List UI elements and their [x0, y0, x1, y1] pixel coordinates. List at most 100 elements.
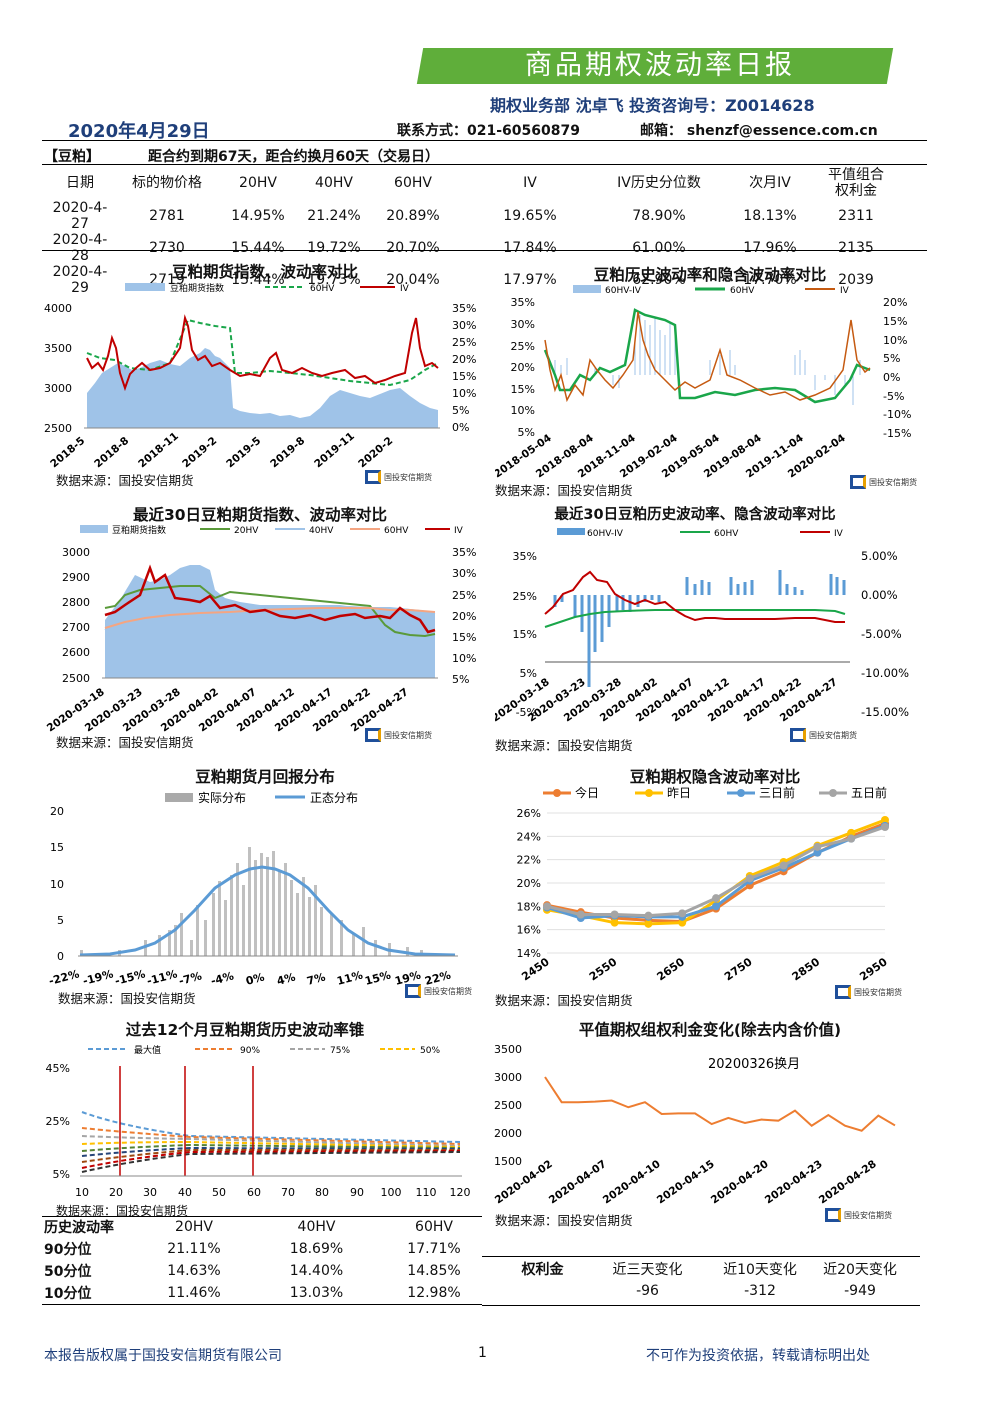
svg-text:-5%: -5% [516, 706, 537, 719]
legend-marker [645, 789, 653, 797]
svg-text:100: 100 [381, 1186, 402, 1199]
svg-text:2019-2: 2019-2 [180, 435, 219, 470]
svg-text:45%: 45% [46, 1062, 70, 1075]
y-tick-label: 24% [517, 830, 541, 843]
svg-text:25%: 25% [452, 589, 476, 602]
svg-text:2500: 2500 [44, 422, 72, 435]
y-tick-label: 26% [517, 807, 541, 820]
svg-text:60HV: 60HV [384, 526, 409, 536]
legend-marker [737, 789, 745, 797]
svg-text:-19%: -19% [81, 967, 114, 988]
svg-text:75%: 75% [330, 1046, 350, 1056]
svg-text:2700: 2700 [62, 621, 90, 634]
svg-text:3000: 3000 [44, 382, 72, 395]
series-point [745, 874, 754, 883]
series-point [813, 848, 822, 857]
series-point [610, 918, 619, 927]
chart7-title: 过去12个月豆粕期货历史波动率锥 [125, 1021, 365, 1039]
report-subtitle: 期权业务部 沈卓飞 投资咨询号：Z0014628 [490, 96, 815, 115]
svg-text:5%: 5% [452, 404, 469, 417]
svg-text:-5.00%: -5.00% [861, 627, 902, 641]
svg-text:0%: 0% [883, 371, 900, 384]
svg-text:2018-5: 2018-5 [48, 435, 87, 470]
series-point [610, 910, 619, 919]
svg-text:20%: 20% [452, 353, 476, 366]
premium-rule-bottom [482, 1305, 920, 1306]
chart1-source: 数据来源：国投安信期货 [56, 473, 194, 488]
premium-table: 权利金 近三天变化 近10天变化 近20天变化 -96 -312 -949 [500, 1258, 910, 1302]
svg-text:2000: 2000 [494, 1127, 522, 1140]
series-point [847, 834, 856, 843]
svg-text:15%: 15% [511, 383, 535, 396]
svg-text:豆粕期货指数: 豆粕期货指数 [112, 524, 166, 536]
svg-text:0%: 0% [452, 421, 469, 434]
chart2-title: 豆粕历史波动率和隐含波动率对比 [593, 266, 827, 284]
svg-text:3000: 3000 [494, 1071, 522, 1084]
table-row: 50分位 14.63% 14.40% 14.85% [44, 1263, 461, 1280]
th-20hv: 20HV [239, 175, 277, 191]
svg-text:35%: 35% [452, 302, 476, 315]
th-iv: IV [523, 175, 537, 191]
svg-text:70: 70 [281, 1186, 295, 1199]
svg-text:-4%: -4% [209, 969, 235, 988]
chart7-source: 数据来源：国投安信期货 [56, 1204, 189, 1218]
chart5-source: 数据来源：国投安信期货 [58, 991, 196, 1006]
section-tag: 【豆粕】 [44, 149, 100, 165]
svg-text:-15.00%: -15.00% [861, 705, 909, 719]
svg-text:10%: 10% [883, 334, 907, 347]
series-point [576, 910, 585, 919]
svg-text:5%: 5% [452, 673, 469, 686]
svg-text:-15%: -15% [113, 967, 146, 988]
svg-text:豆粕期货指数: 豆粕期货指数 [170, 282, 224, 294]
svg-text:60: 60 [247, 1186, 261, 1199]
svg-text:IV: IV [840, 286, 850, 296]
svg-text:15%: 15% [883, 315, 907, 328]
th-date: 日期 [66, 175, 94, 191]
svg-text:90: 90 [350, 1186, 364, 1199]
table-row: 90分位 21.11% 18.69% 17.71% [44, 1241, 461, 1258]
svg-text:40: 40 [178, 1186, 192, 1199]
series-point [678, 918, 687, 927]
th-premium: 平值组合 权利金 [828, 167, 884, 199]
svg-text:2020-04-15: 2020-04-15 [655, 1158, 717, 1206]
svg-text:11%: 11% [335, 969, 364, 988]
svg-text:15: 15 [50, 841, 64, 854]
svg-text:15%: 15% [363, 969, 392, 988]
svg-text:35%: 35% [513, 550, 537, 563]
x-tick-label: 2550 [587, 955, 620, 983]
table-rule [42, 250, 927, 251]
logo-icon: 国投安信期货 [405, 984, 472, 998]
logo-icon: 国投安信期货 [790, 728, 857, 742]
series-point [543, 902, 551, 911]
chart4-source: 数据来源：国投安信期货 [495, 738, 633, 753]
svg-text:3000: 3000 [62, 546, 90, 559]
svg-text:90%: 90% [240, 1046, 260, 1056]
svg-text:-11%: -11% [145, 967, 178, 988]
svg-text:20HV: 20HV [234, 526, 259, 536]
svg-text:1500: 1500 [494, 1155, 522, 1168]
svg-text:60HV-IV: 60HV-IV [587, 529, 624, 539]
svg-text:40HV: 40HV [309, 526, 334, 536]
th-40hv: 40HV [315, 175, 353, 191]
svg-text:10: 10 [50, 878, 64, 891]
hv-table-rule-top [42, 1216, 482, 1217]
summary-table: 日期 标的物价格 20HV 40HV 60HV IV IV历史分位数 次月IV … [44, 166, 886, 296]
th-60hv: 60HV [394, 175, 432, 191]
table-row: -96 -312 -949 [636, 1283, 876, 1299]
svg-text:2018-11: 2018-11 [136, 430, 181, 470]
svg-text:25%: 25% [511, 340, 535, 353]
report-date: 2020年4月29日 [68, 121, 210, 142]
svg-text:60HV: 60HV [730, 286, 755, 296]
chart3: 豆粕期货指数 20HV 40HV 60HV IV 3000 2900 2800 27… [45, 524, 477, 734]
chart8-title: 平值期权组权利金变化(除去内含价值) [578, 1021, 842, 1039]
svg-text:20: 20 [50, 805, 64, 818]
svg-text:30: 30 [143, 1186, 157, 1199]
svg-text:20%: 20% [452, 610, 476, 623]
svg-text:2020-04-07: 2020-04-07 [547, 1158, 609, 1206]
svg-text:5: 5 [57, 914, 64, 927]
svg-text:80: 80 [315, 1186, 329, 1199]
svg-text:5%: 5% [53, 1168, 70, 1181]
series-point [779, 861, 788, 870]
y-tick-label: 14% [517, 947, 541, 960]
